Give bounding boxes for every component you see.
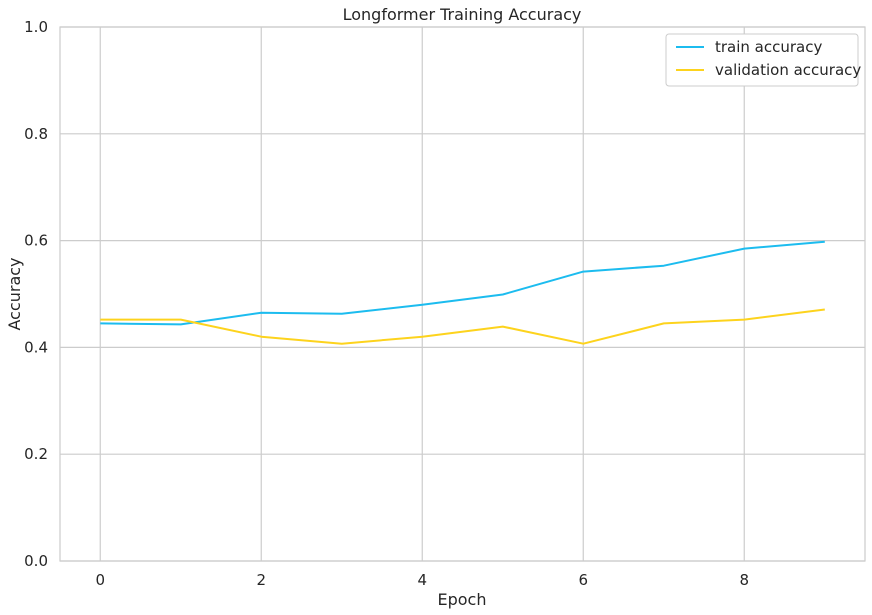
y-tick-labels: 0.0 0.2 0.4 0.6 0.8 1.0 [24, 18, 48, 570]
legend: train accuracy validation accuracy [665, 33, 861, 87]
plot-area [59, 26, 866, 562]
series-line-validation-accuracy [100, 308, 825, 345]
y-tick-label: 0.0 [24, 552, 48, 570]
series-lines [100, 240, 825, 345]
legend-label-train-accuracy: train accuracy [715, 38, 822, 56]
y-tick-label: 0.6 [24, 232, 48, 250]
series-line-train-accuracy [100, 240, 825, 326]
legend-label-validation-accuracy: validation accuracy [715, 61, 861, 79]
x-tick-label: 2 [256, 571, 266, 589]
y-tick-label: 0.4 [24, 338, 48, 356]
y-axis-label: Accuracy [5, 257, 24, 330]
x-tick-labels: 0 2 4 6 8 [95, 571, 749, 589]
grid-lines [60, 26, 865, 562]
x-tick-label: 0 [95, 571, 105, 589]
chart-title: Longformer Training Accuracy [343, 5, 582, 24]
x-tick-label: 4 [417, 571, 427, 589]
y-tick-label: 1.0 [24, 18, 48, 36]
x-tick-label: 6 [578, 571, 588, 589]
y-tick-label: 0.8 [24, 125, 48, 143]
legend-box [665, 33, 859, 87]
x-axis-label: Epoch [438, 590, 487, 609]
y-tick-label: 0.2 [24, 445, 48, 463]
x-tick-label: 8 [739, 571, 749, 589]
